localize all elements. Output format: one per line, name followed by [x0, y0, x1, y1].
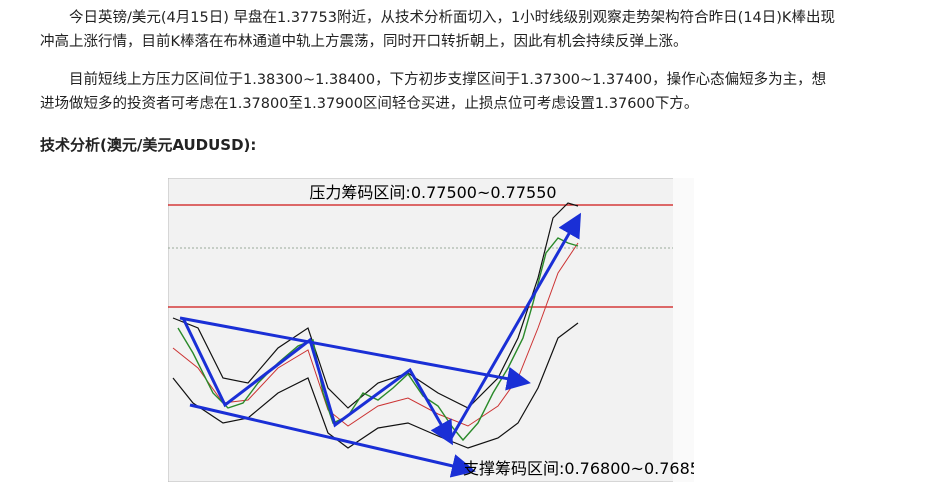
chart-image: 压力筹码区间:0.77500~0.77550 支撑筹码区间:0.76800~0.…	[168, 178, 694, 482]
paragraph: 今日英镑/美元(4月15日) 早盘在1.37753附近，从技术分析面切入，1小时…	[40, 10, 835, 50]
bollinger-middle	[172, 242, 579, 427]
resistance-annotation: 压力筹码区间:0.77500~0.77550	[309, 183, 556, 202]
price-axis	[673, 178, 694, 482]
price-path	[177, 237, 579, 442]
bollinger-lower	[172, 322, 579, 449]
support-annotation: 支撑筹码区间:0.76800~0.76850	[463, 459, 694, 478]
paragraph: 目前短线上方压力区间位于1.38300~1.38400，下方初步支撑区间于1.3…	[40, 72, 827, 112]
section-heading: 技术分析(澳元/美元AUDUSD):	[40, 136, 257, 154]
trend-arrows	[179, 212, 581, 478]
bollinger-upper	[172, 202, 579, 409]
